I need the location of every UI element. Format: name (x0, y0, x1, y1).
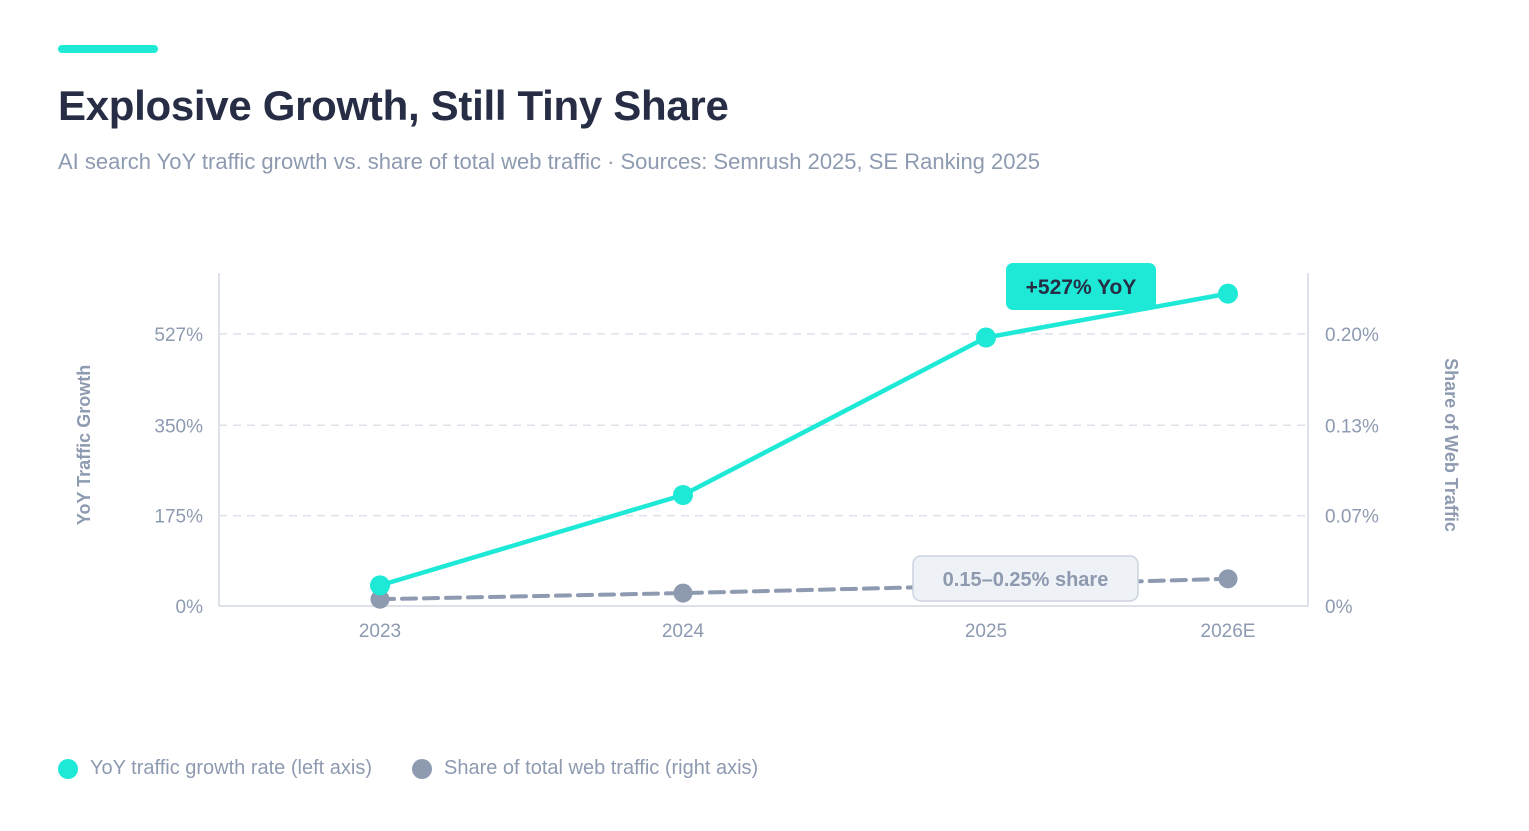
share-point (370, 589, 390, 609)
growth-point (673, 485, 693, 505)
legend-item-growth: YoY traffic growth rate (left axis) (58, 757, 372, 780)
legend-label-share: Share of total web traffic (right axis) (443, 757, 759, 779)
growth-point (976, 327, 996, 348)
left-tick-label: 527% (154, 325, 203, 346)
share-point (1218, 569, 1238, 589)
legend: YoY traffic growth rate (left axis) Shar… (58, 757, 798, 780)
right-axis-title: Share of Web Traffic (1441, 358, 1461, 532)
annotation-growth-label: +527% YoY (1026, 276, 1137, 299)
left-tick-label: 0% (176, 597, 204, 618)
x-tick-label: 2024 (662, 621, 705, 642)
annotation-share-box (912, 555, 1139, 602)
right-tick-label: 0% (1325, 597, 1353, 618)
growth-point (370, 575, 390, 596)
left-axis-title: YoY Traffic Growth (74, 365, 94, 525)
chart-subtitle: AI search YoY traffic growth vs. share o… (58, 149, 1040, 174)
share-point (673, 583, 693, 603)
growth-series-line (377, 291, 1231, 588)
left-tick-label: 175% (154, 507, 203, 528)
x-tick-label: 2025 (965, 621, 1007, 642)
right-tick-label: 0.07% (1325, 507, 1379, 528)
legend-swatch-growth (58, 758, 78, 779)
legend-item-share: Share of total web traffic (right axis) (411, 757, 759, 780)
x-tick-label: 2023 (359, 621, 401, 642)
right-tick-label: 0.13% (1325, 416, 1379, 437)
growth-point (1218, 283, 1238, 304)
x-tick-label: 2026E (1201, 621, 1256, 642)
legend-swatch-share (411, 758, 432, 779)
accent-bar (58, 45, 158, 53)
left-tick-label: 350% (154, 416, 203, 437)
annotation-growth-box (1006, 263, 1156, 310)
chart-title: Explosive Growth, Still Tiny Share (58, 82, 729, 129)
annotation-share-label: 0.15–0.25% share (943, 569, 1109, 591)
legend-label-growth: YoY traffic growth rate (left axis) (90, 757, 372, 779)
right-tick-label: 0.20% (1325, 325, 1379, 346)
